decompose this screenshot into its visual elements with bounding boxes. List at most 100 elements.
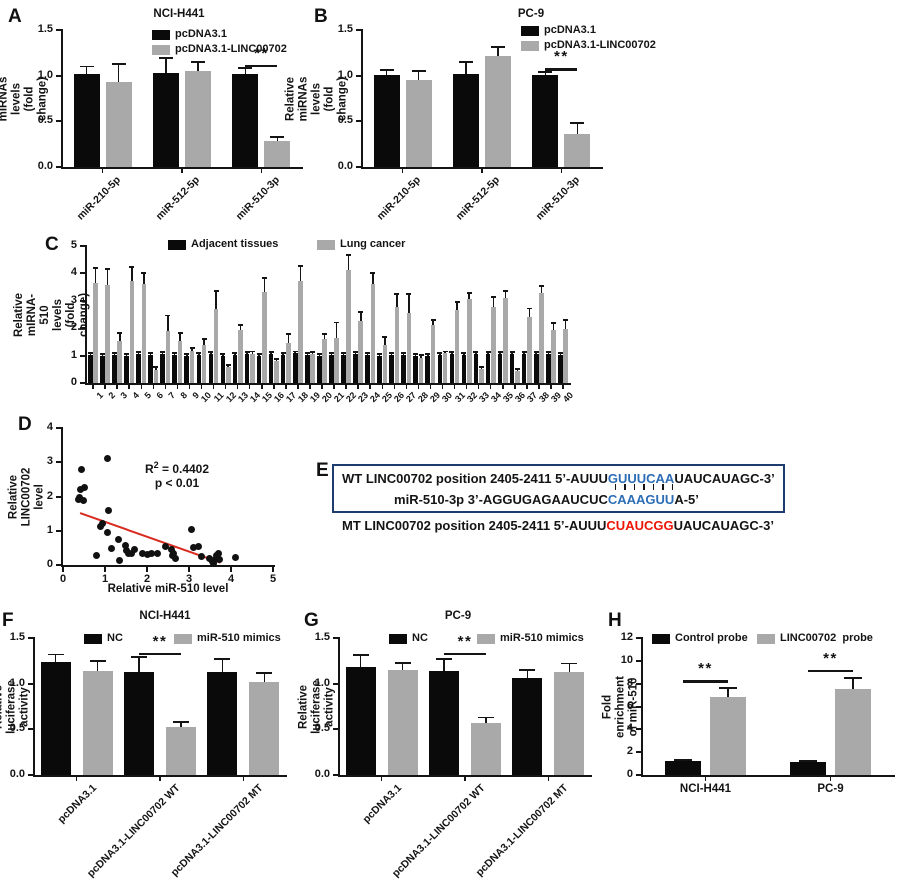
error-bar-cap [425, 352, 431, 355]
error-bar-stem [384, 336, 386, 346]
y-tick [333, 637, 338, 639]
legend-swatch-gray [152, 45, 170, 55]
error-bar-stem [246, 352, 248, 355]
legend-swatch-gray [521, 41, 539, 51]
error-bar-cap [430, 319, 436, 321]
error-bar-stem [165, 58, 167, 73]
y-tick [356, 74, 361, 77]
y-tick [356, 120, 361, 123]
panel-label-f: F [2, 610, 14, 631]
legend-swatch-gray [174, 634, 192, 644]
error-bar-cap [244, 351, 250, 354]
error-bar-cap [389, 352, 395, 355]
error-bar-cap [418, 353, 424, 356]
x-axis [338, 775, 592, 777]
error-bar-stem [155, 367, 157, 370]
scatter-dot [97, 523, 105, 531]
bar-gray [387, 669, 418, 775]
error-bar-stem [101, 353, 104, 356]
x-tick [248, 385, 251, 389]
error-bar-stem [179, 333, 181, 341]
y-tick [636, 728, 641, 731]
scatter-dot [80, 484, 88, 492]
error-bar-cap [89, 659, 106, 662]
error-bar-cap [172, 352, 178, 355]
error-bar-stem [335, 322, 338, 338]
panel-label-a: A [8, 6, 22, 27]
annotation: R2 = 0.4402 p < 0.01 [122, 458, 232, 490]
error-bar-stem [318, 353, 321, 356]
x-tick [380, 777, 383, 781]
error-bar-stem [54, 654, 57, 662]
bar-black [790, 761, 826, 775]
bar-black [532, 74, 559, 167]
error-bar-stem [475, 352, 477, 355]
bar-black [232, 73, 259, 167]
error-bar-cap [570, 122, 585, 125]
bar-black [512, 678, 543, 775]
error-bar-stem [390, 353, 393, 356]
legend-swatch-black [652, 634, 670, 644]
bar-gray [478, 369, 484, 383]
y-tick-label: 6 [626, 699, 633, 712]
scatter-dot [214, 549, 222, 557]
error-bar-stem [499, 352, 501, 355]
error-bar-cap [268, 351, 274, 354]
error-bar-cap [160, 351, 166, 354]
sig-stars: ** [152, 632, 168, 650]
category-label: 1 [94, 390, 106, 401]
y-axis-label: Relative mIRNA-510 levels (fold change) [13, 292, 90, 337]
scatter-dot [154, 550, 161, 558]
error-bar-stem [359, 655, 362, 668]
error-bar-cap [461, 352, 467, 355]
error-bar-stem [306, 353, 309, 356]
error-bar-cap [561, 662, 578, 665]
scatter-dot [209, 560, 217, 568]
y-tick-label: 3 [70, 293, 77, 306]
error-bar-cap [93, 267, 99, 269]
bar-black [558, 355, 563, 383]
scatter-dot [77, 486, 85, 494]
y-tick [636, 682, 641, 685]
y-tick [56, 495, 61, 498]
error-bar-stem [131, 266, 133, 281]
error-bar-cap [365, 352, 371, 355]
error-bar-stem [552, 322, 555, 330]
error-bar-cap [473, 351, 479, 354]
error-bar-stem [463, 353, 465, 356]
panel-label-g: G [304, 610, 319, 631]
x-tick [489, 385, 492, 389]
y-tick-label: 0.0 [337, 160, 353, 172]
error-bar-stem [251, 351, 254, 355]
y-tick [636, 705, 641, 708]
bar-gray [189, 351, 195, 383]
error-bar-cap [322, 333, 328, 336]
error-bar-cap [490, 296, 496, 299]
sequence-segment-black: WT LINC00702 position 2405-2411 5’-AUUU [342, 471, 608, 486]
y-axis-label: Relative luciferase activity [297, 679, 336, 734]
y-tick [356, 166, 361, 168]
error-bar-stem [143, 272, 145, 285]
error-bar-cap [358, 311, 364, 314]
scatter-dot [215, 556, 223, 564]
category-label: 7 [166, 390, 178, 401]
error-bar-cap [509, 351, 515, 354]
pairing-pipe [652, 484, 655, 490]
error-bar-cap [334, 321, 340, 324]
y-tick-label: 4 [70, 266, 77, 279]
error-bar-cap [159, 57, 173, 60]
legend-label: miR-510 mimics [500, 632, 584, 644]
error-bar-stem [180, 722, 182, 727]
error-bar-cap [538, 71, 553, 73]
bar-black [665, 761, 701, 775]
category-label: pcDNA3.1-LINC00702 MT [474, 782, 571, 879]
x-tick [188, 567, 190, 572]
bar-gray [454, 310, 460, 383]
error-bar-cap [99, 352, 105, 355]
error-bar-stem [294, 351, 296, 354]
bar-gray [710, 697, 746, 775]
error-bar-stem [263, 278, 266, 292]
y-axis [641, 637, 643, 775]
bar-gray [286, 343, 291, 383]
scatter-dot [189, 544, 197, 552]
